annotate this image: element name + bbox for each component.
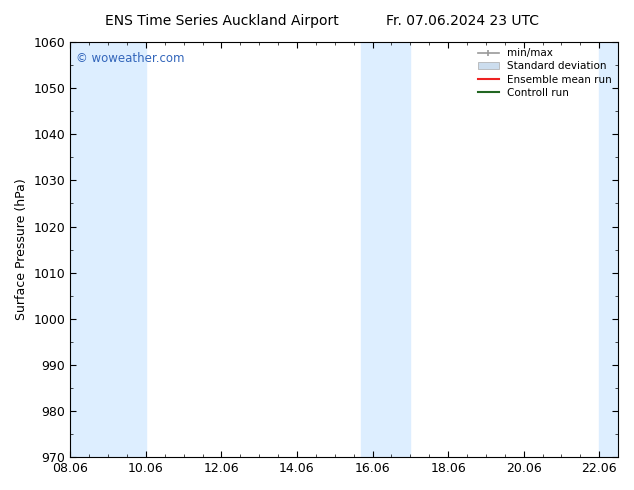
- Text: © woweather.com: © woweather.com: [76, 52, 184, 66]
- Text: ENS Time Series Auckland Airport: ENS Time Series Auckland Airport: [105, 14, 339, 28]
- Y-axis label: Surface Pressure (hPa): Surface Pressure (hPa): [15, 179, 28, 320]
- Bar: [599, 42, 618, 457]
- Bar: [361, 42, 384, 457]
- Text: Fr. 07.06.2024 23 UTC: Fr. 07.06.2024 23 UTC: [386, 14, 540, 28]
- Bar: [384, 42, 410, 457]
- Bar: [70, 42, 146, 457]
- Legend: min/max, Standard deviation, Ensemble mean run, Controll run: min/max, Standard deviation, Ensemble me…: [474, 44, 616, 102]
